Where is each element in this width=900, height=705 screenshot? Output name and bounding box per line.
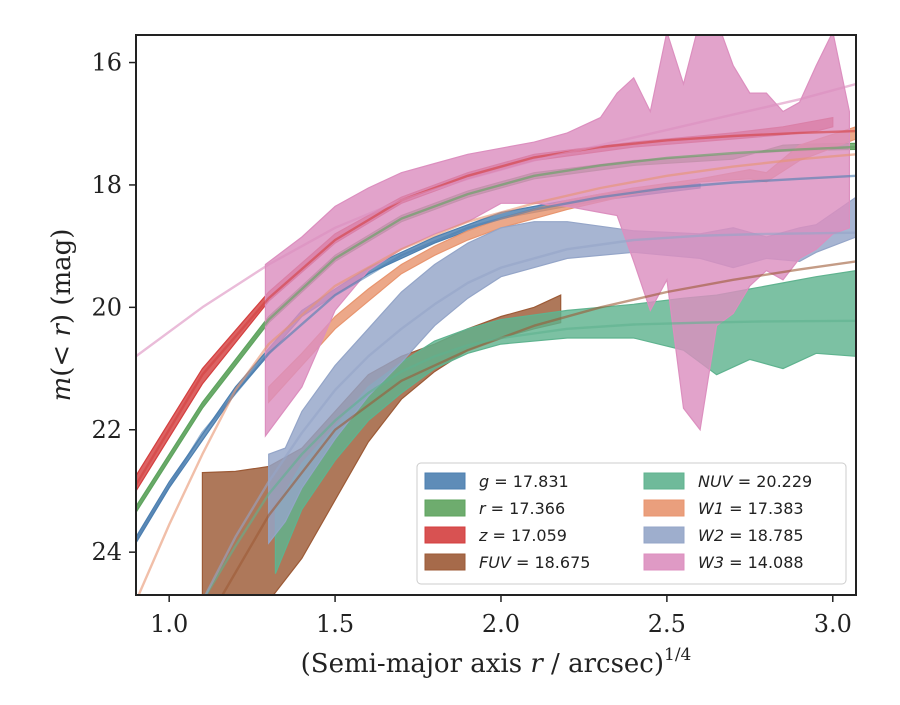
legend-label: z = 17.059 [478,526,567,545]
x-tick-label: 3.0 [814,610,852,638]
y-tick-label: 20 [91,293,122,321]
legend-swatch [643,553,685,571]
legend-swatch [643,472,685,490]
model-curve-fuv [221,260,856,595]
legend-swatch [643,526,685,544]
legend: g = 17.831 r = 17.366 z = 17.059 FUV = 18.6… [416,462,847,585]
legend-label: W3 = 14.088 [698,553,804,572]
model-curve-g [136,174,856,542]
legend-label: W2 = 18.785 [698,526,804,545]
legend-swatch [424,526,466,544]
model-curve-w1 [137,153,856,595]
model-curve-w2 [204,231,856,595]
legend-item-nuv: NUV = 20.229 [643,472,812,491]
legend-swatch [424,472,466,490]
legend-item-fuv: FUV = 18.675 [424,553,590,572]
model-curve-z [136,129,856,486]
legend-swatch [424,553,466,571]
legend-label: FUV = 18.675 [479,553,590,572]
legend-swatch [643,499,685,517]
legend-item-z: z = 17.059 [424,526,567,545]
legend-swatch [424,499,466,517]
legend-label: g = 17.831 [479,472,569,491]
x-tick-label: 2.5 [648,610,686,638]
x-axis-label: (Semi-major axis r / arcsec)1/4 [301,645,692,679]
x-tick-label: 1.0 [150,610,188,638]
x-tick-label: 1.5 [316,610,354,638]
y-tick-label: 16 [91,49,122,77]
y-tick-label: 22 [91,416,122,444]
legend-label: NUV = 20.229 [698,472,812,491]
legend-box [416,462,847,585]
band-w3 [264,35,851,438]
ticks-layer: 1.0 1.5 2.0 2.5 3.0 16 18 20 22 24 [91,49,851,638]
legend-item-w1: W1 = 17.383 [643,499,804,518]
model-curve-w3 [136,82,856,358]
y-axis-label: m(< r) (mag) [47,229,77,402]
legend-item-w3: W3 = 14.088 [643,553,804,572]
model-curve-r [136,145,856,511]
legend-label: W1 = 17.383 [698,499,804,518]
y-tick-label: 24 [91,538,122,566]
y-tick-label: 18 [91,171,122,199]
legend-item-g: g = 17.831 [424,472,569,491]
legend-item-r: r = 17.366 [424,499,565,518]
x-tick-label: 2.0 [482,610,520,638]
plot-frame [135,34,857,596]
models-layer [136,82,856,595]
legend-label: r = 17.366 [479,499,565,518]
legend-item-w2: W2 = 18.785 [643,526,804,545]
model-curve-nuv [204,319,856,595]
bands-layer [136,35,856,595]
band-w2 [268,196,856,545]
